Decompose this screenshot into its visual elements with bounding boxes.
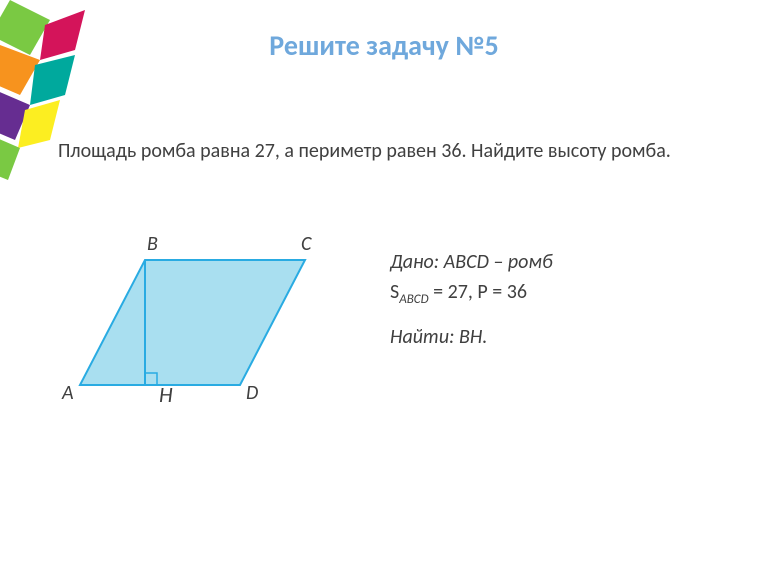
rhombus-shape	[80, 260, 305, 385]
area-subscript: ABCD	[399, 292, 428, 307]
given-line2-rest: = 27, P = 36	[429, 280, 527, 304]
find-rest: BH.	[454, 325, 487, 349]
find-line: Найти: BH.	[390, 325, 553, 349]
vertex-label-d: D	[246, 381, 258, 405]
given-block: Дано: ABCD – ромб SABCD = 27, P = 36 Най…	[390, 250, 553, 349]
given-label: Дано:	[390, 250, 439, 274]
find-label: Найти:	[390, 325, 454, 349]
page-title: Решите задачу №5	[0, 28, 768, 63]
vertex-label-a: A	[62, 381, 74, 405]
rhombus-diagram: A B C D H	[40, 215, 360, 435]
given-line1: Дано: ABCD – ромб	[390, 250, 553, 274]
vertex-label-c: C	[301, 232, 311, 256]
area-symbol: S	[390, 280, 399, 304]
given-line2: SABCD = 27, P = 36	[390, 280, 553, 307]
problem-text: Площадь ромба равна 27, а периметр равен…	[58, 138, 678, 165]
vertex-label-b: B	[147, 232, 158, 256]
vertex-label-h: H	[159, 381, 173, 408]
given-line1-rest: ABCD – ромб	[439, 250, 552, 274]
